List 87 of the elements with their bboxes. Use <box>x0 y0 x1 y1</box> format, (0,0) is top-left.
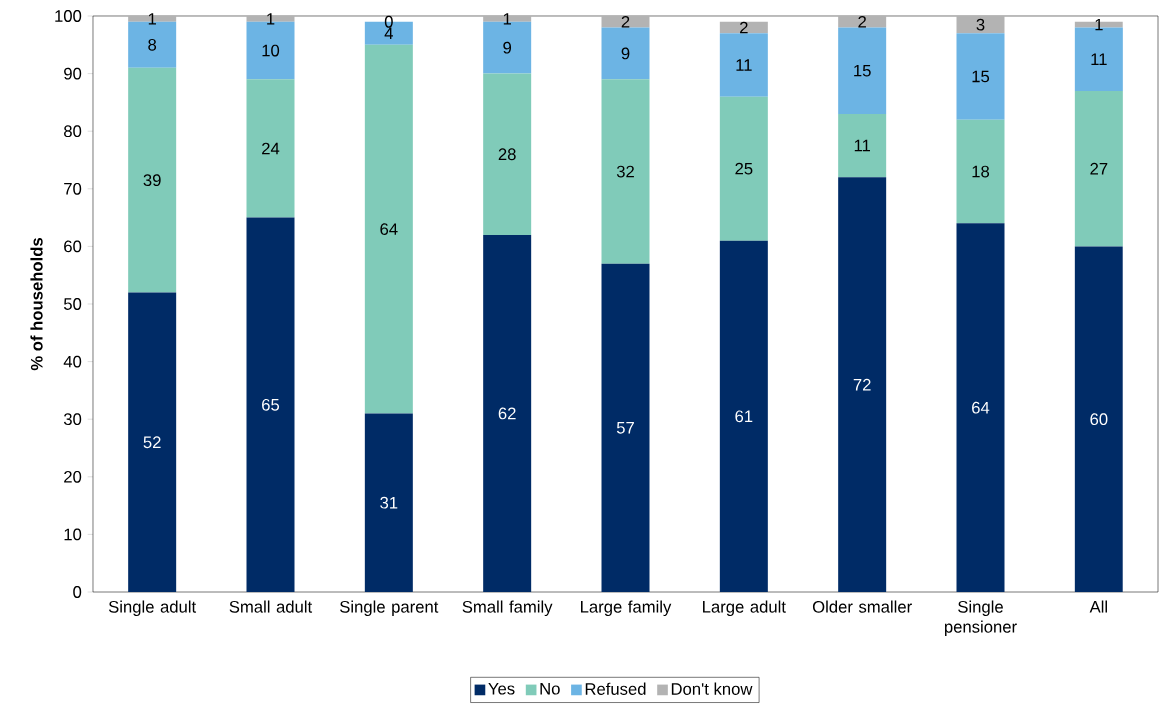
data-label: 2 <box>740 21 748 34</box>
legend-label: Don't know <box>671 682 753 695</box>
y-tick-label: 60 <box>64 240 82 253</box>
bar <box>956 16 1005 34</box>
bar <box>483 234 532 592</box>
bar <box>1074 90 1123 247</box>
y-tick-label: 0 <box>73 586 82 598</box>
bar <box>1074 246 1123 592</box>
data-label: 61 <box>735 410 753 423</box>
y-tick-label: 80 <box>64 125 82 138</box>
x-tick-label: Single adult <box>108 600 197 617</box>
y-tick-label: 40 <box>63 355 82 368</box>
data-label: 62 <box>498 407 516 420</box>
x-tick-label: Large adult <box>703 600 786 617</box>
bar <box>838 177 887 592</box>
bar <box>128 67 177 293</box>
x-tick-label: Single parent <box>340 600 439 617</box>
y-tick-label: 100 <box>55 10 82 22</box>
legend-label: No <box>540 682 560 695</box>
bar <box>719 240 768 592</box>
data-label: 9 <box>503 41 512 54</box>
bar <box>601 27 650 80</box>
bar <box>719 96 768 241</box>
x-tick-label: Large family <box>581 600 672 617</box>
bar <box>483 73 532 235</box>
data-label: 11 <box>1091 53 1107 65</box>
data-label: 1 <box>503 13 511 25</box>
data-label: 1 <box>148 13 156 25</box>
x-tick-label: Small adult <box>229 600 313 613</box>
data-label: 24 <box>262 142 280 155</box>
bar <box>956 33 1005 120</box>
bar <box>838 27 887 114</box>
bar <box>364 413 413 592</box>
bar <box>956 223 1005 592</box>
data-label: 60 <box>1090 413 1108 426</box>
bar <box>246 217 295 592</box>
y-tick-label: 50 <box>63 298 82 310</box>
bar <box>246 79 295 218</box>
data-label: 2 <box>621 15 630 28</box>
data-label: 2 <box>858 15 866 28</box>
data-label: 64 <box>972 401 990 414</box>
y-tick-label: 90 <box>64 67 82 80</box>
data-label: 11 <box>854 139 870 152</box>
data-label: 72 <box>853 378 871 391</box>
data-label: 27 <box>1090 162 1108 175</box>
data-label: 0 <box>384 15 393 28</box>
data-label: 65 <box>262 398 280 411</box>
data-label: 39 <box>143 174 161 187</box>
data-label: 8 <box>148 38 157 51</box>
data-label: 3 <box>976 18 985 31</box>
x-tick-label: Single pensioner <box>944 600 1017 637</box>
data-label: 18 <box>972 165 990 178</box>
data-label: 1 <box>1095 18 1103 31</box>
data-label: 15 <box>854 64 871 77</box>
data-label: 52 <box>143 436 161 449</box>
bar <box>838 113 887 178</box>
bar <box>719 21 768 34</box>
legend-label: Yes <box>488 682 515 695</box>
x-tick-label: All <box>1089 600 1107 613</box>
legend-label: Refused <box>585 682 646 695</box>
bar <box>601 263 650 592</box>
bar <box>719 33 768 97</box>
data-label: 28 <box>498 148 516 161</box>
bar <box>601 16 650 28</box>
y-axis-title: % of households <box>30 238 43 371</box>
x-tick-label: Small family <box>462 600 553 617</box>
y-tick-label: 70 <box>64 182 82 195</box>
data-label: 15 <box>972 70 990 83</box>
data-label: 57 <box>616 422 634 434</box>
bar <box>956 119 1005 224</box>
x-tick-label: Older smaller <box>812 600 912 613</box>
data-label: 25 <box>735 162 753 175</box>
bar <box>601 79 650 264</box>
data-label: 4 <box>384 27 393 40</box>
y-tick-label: 30 <box>63 413 82 426</box>
data-label: 10 <box>262 44 280 57</box>
bar <box>838 16 887 28</box>
y-tick-label: 20 <box>64 470 82 483</box>
bar <box>364 44 413 414</box>
data-label: 1 <box>267 13 275 25</box>
data-label: 9 <box>621 47 630 60</box>
data-label: 64 <box>380 223 398 236</box>
data-label: 11 <box>736 59 752 71</box>
bar <box>128 292 177 592</box>
data-label: 31 <box>380 496 398 509</box>
data-label: 32 <box>616 165 634 178</box>
y-tick-label: 10 <box>64 528 82 541</box>
